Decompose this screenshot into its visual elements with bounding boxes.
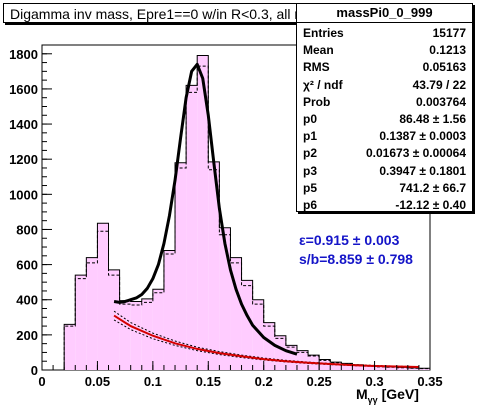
histogram-bar [64, 324, 76, 370]
stats-value: 741.2 ± 66.7 [399, 180, 466, 195]
y-tick-label: 1600 [9, 82, 38, 97]
histogram-bar [363, 365, 375, 370]
x-axis-label-unit: [GeV] [377, 386, 419, 402]
stats-key: p2 [303, 146, 318, 161]
y-tick-label: 400 [16, 293, 38, 308]
y-tick-label: 200 [16, 328, 38, 343]
stats-key: Entries [303, 26, 344, 40]
histogram-bar [186, 85, 198, 371]
x-axis-label-main: M [356, 386, 368, 402]
stats-row: Mean 0.1213 [303, 41, 466, 59]
stats-row: p3 0.3947 ± 0.1801 [303, 162, 466, 180]
plot-title: Digamma inv mass, Epre1==0 w/in R<0.3, a… [3, 3, 340, 23]
x-tick-label: 0.15 [196, 374, 221, 389]
histogram-bar [97, 223, 109, 370]
y-tick-label: 800 [16, 222, 38, 237]
y-tick-label: 1000 [9, 187, 38, 202]
histogram-bar [163, 250, 176, 370]
histogram-bar [230, 257, 242, 370]
x-axis-ticks: 0 0.05 0.1 0.15 0.2 0.25 0.3 0.35 [38, 361, 443, 389]
x-tick-label: 0.2 [255, 374, 273, 389]
x-tick-label: 0.25 [306, 374, 331, 389]
x-tick-label: 0.35 [417, 374, 442, 389]
background-fit-curves [113, 310, 419, 369]
stats-key: Mean [303, 43, 334, 58]
histogram-bar [141, 298, 153, 370]
histogram-bar [330, 362, 342, 370]
signal-background-label: s/b=8.859 ± 0.798 [299, 251, 413, 267]
histogram-bar [119, 300, 131, 370]
y-tick-label: 0 [31, 363, 38, 378]
stats-row: Prob 0.003764 [303, 93, 466, 111]
y-axis-ticks: 0 200 400 600 800 1000 1200 1400 1600 1800 [9, 44, 52, 378]
fit-curve [113, 62, 298, 356]
histogram-bar [152, 289, 164, 370]
stats-value: 0.05163 [422, 60, 466, 75]
histogram-bar [374, 366, 386, 370]
stats-row: χ² / ndf 43.79 / 22 [303, 76, 466, 94]
stats-key: χ² / ndf [303, 77, 343, 92]
x-tick-label: 0 [38, 374, 45, 389]
histogram-bar [208, 161, 220, 370]
stats-value: 0.003764 [415, 94, 466, 109]
histogram-bar [130, 301, 142, 370]
x-tick-label: 0.1 [144, 374, 162, 389]
signal-fit-curve [113, 62, 298, 356]
histogram-bar [75, 275, 87, 370]
efficiency-label: ε=0.915 ± 0.003 [299, 232, 400, 248]
y-tick-label: 600 [16, 258, 38, 273]
y-tick-label: 1800 [9, 47, 38, 62]
stats-key: Prob [303, 94, 331, 109]
stats-row: RMS 0.05163 [303, 58, 466, 76]
stats-row: p2 0.01673 ± 0.00064 [303, 144, 466, 162]
stats-row: p0 86.48 ± 1.56 [303, 110, 466, 128]
histogram-bar [219, 227, 231, 370]
histogram-bar [341, 363, 353, 370]
histogram-bar [263, 322, 275, 370]
x-axis-label: Mγγ [GeV] [356, 386, 419, 405]
x-axis-label-sub: γγ [367, 394, 378, 405]
background-upper-band [113, 310, 419, 368]
stats-histogram-name: massPi0_0_999 [297, 4, 472, 23]
histogram-bar [296, 350, 309, 370]
histogram-bar [418, 368, 430, 370]
histogram-bar [274, 335, 286, 370]
stats-key: p1 [303, 129, 318, 144]
histogram-bar [285, 345, 297, 370]
stats-value: -12.12 ± 0.40 [395, 198, 466, 212]
stats-value: 0.3947 ± 0.1801 [379, 163, 466, 178]
stats-key: p0 [303, 112, 318, 126]
stats-value: 0.1213 [429, 43, 466, 58]
y-tick-label: 1400 [9, 117, 38, 132]
stats-key: RMS [303, 60, 330, 75]
stats-value: 0.1387 ± 0.0003 [379, 129, 466, 144]
stats-value: 43.79 / 22 [412, 77, 466, 92]
histogram-bar [241, 280, 253, 370]
stats-key: p5 [303, 180, 318, 195]
stats-row: Entries 15177 [303, 24, 466, 42]
background-curve [113, 314, 419, 369]
histogram-bar [252, 299, 264, 370]
histogram-bar [352, 364, 364, 370]
stats-key: p3 [303, 163, 318, 178]
stats-row: p1 0.1387 ± 0.0003 [303, 127, 466, 145]
histogram-bar [86, 257, 98, 370]
stats-row: p5 741.2 ± 66.7 [303, 179, 466, 197]
stats-value: 15177 [432, 26, 466, 40]
stats-row: p6 -12.12 ± 0.40 [303, 196, 466, 214]
y-tick-label: 1200 [9, 152, 38, 167]
stats-value: 0.01673 ± 0.00064 [365, 146, 466, 161]
x-tick-label: 0.05 [85, 374, 110, 389]
stats-value: 86.48 ± 1.56 [399, 112, 466, 126]
histogram-bar [385, 366, 397, 370]
histogram-bar [396, 367, 408, 370]
stats-key: p6 [303, 198, 318, 212]
x-tick-label: 0.3 [366, 374, 384, 389]
histogram-bar [175, 162, 187, 370]
stats-box: massPi0_0_999 Entries 15177 Mean 0.1213 RMS 0… [296, 3, 473, 212]
histogram-bar [407, 367, 419, 370]
histogram-bar [197, 55, 209, 371]
